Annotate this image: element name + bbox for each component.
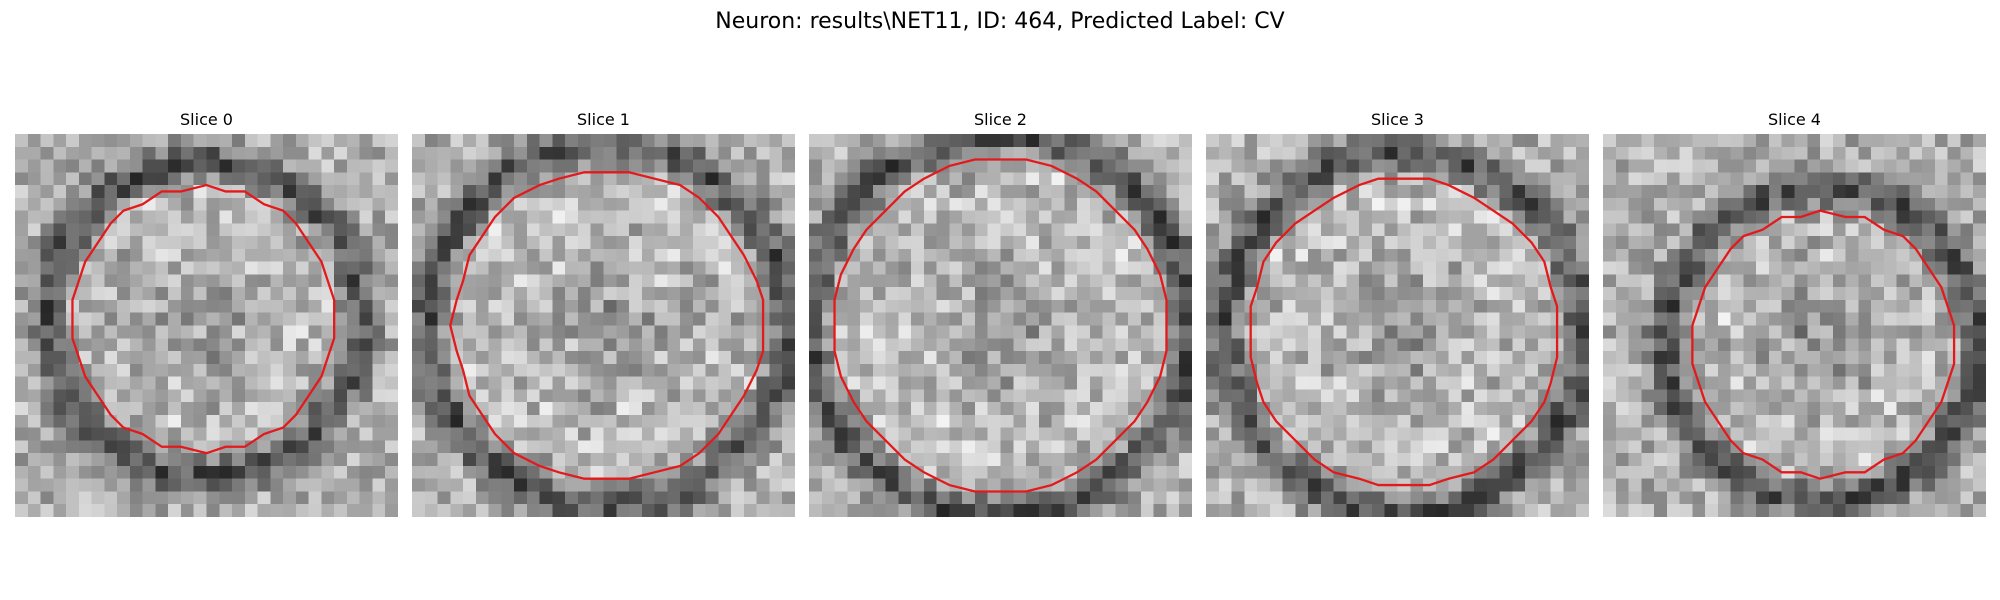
slice-panel-4: Slice 4 (1603, 110, 1986, 517)
slice-panel-1: Slice 1 (412, 110, 795, 517)
slice-title-0: Slice 0 (180, 110, 233, 129)
contour-outline-2 (833, 158, 1168, 493)
contour-line (833, 158, 1168, 493)
contour-line (1691, 209, 1956, 480)
slice-title-2: Slice 2 (974, 110, 1027, 129)
contour-line (1249, 177, 1559, 487)
slice-image-3 (1206, 134, 1589, 517)
slice-title-3: Slice 3 (1371, 110, 1424, 129)
slice-title-1: Slice 1 (577, 110, 630, 129)
slice-panel-2: Slice 2 (809, 110, 1192, 517)
contour-outline-1 (449, 171, 765, 480)
slice-image-4 (1603, 134, 1986, 517)
slice-image-1 (412, 134, 795, 517)
figure-title: Neuron: results\NET11, ID: 464, Predicte… (715, 9, 1285, 34)
contour-outline-0 (71, 183, 336, 455)
slice-panel-3: Slice 3 (1206, 110, 1589, 517)
slice-panel-0: Slice 0 (15, 110, 398, 517)
contour-line (449, 171, 765, 480)
contour-line (71, 183, 336, 455)
slice-title-4: Slice 4 (1768, 110, 1821, 129)
contour-outline-4 (1691, 209, 1956, 480)
contour-outline-3 (1249, 177, 1559, 487)
slice-image-2 (809, 134, 1192, 517)
